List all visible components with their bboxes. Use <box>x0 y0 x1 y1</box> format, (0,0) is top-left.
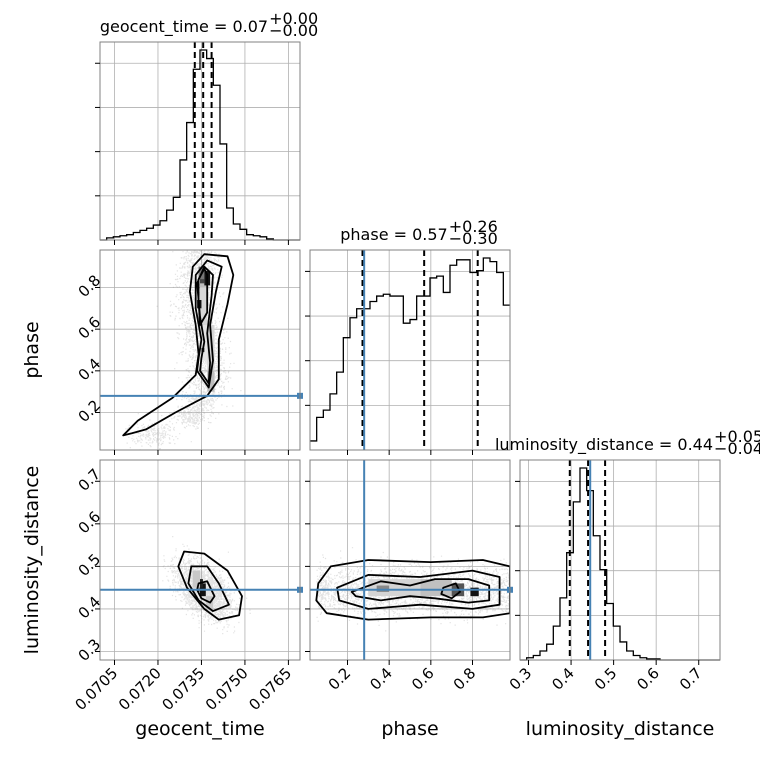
hist-luminosity-distance-xtick-label-2: 0.5 <box>591 664 621 694</box>
panel-geocent-time-vs-phase-contour-3 <box>197 267 209 326</box>
hist-geocent-time-step <box>100 49 300 241</box>
panel-phase-vs-luminosity-distance-xtick-label-0: 0.2 <box>325 664 355 694</box>
hist-phase-panel-background <box>310 250 510 450</box>
panel-phase-vs-luminosity-distance-contour-2 <box>350 578 491 604</box>
hist-luminosity-distance-panel: 0.3 0.4 0.5 0.6 0.7 luminosity_distance = 0.4… <box>495 427 760 694</box>
panel-phase-vs-luminosity-distance: 0.2 0.4 0.6 0.8 <box>305 459 513 694</box>
yaxis-label-phase: phase <box>21 321 43 378</box>
panel-phase-vs-luminosity-distance-density-cell-4 <box>376 585 390 592</box>
hist-luminosity-distance-xtick-label-1: 0.4 <box>548 664 578 694</box>
hist-geocent-time-panel: geocent_time = 0.07 +0.00−0.00 <box>95 9 318 245</box>
panel-phase-vs-luminosity-distance-contour-1 <box>336 569 501 610</box>
hist-phase-title-minus: −0.30 <box>449 229 498 248</box>
hist-luminosity-distance-title: luminosity_distance = 0.44 <box>495 435 713 455</box>
hist-luminosity-distance-xtick-label-0: 0.3 <box>506 664 536 694</box>
panel-geocent-time-vs-luminosity-distance-samples <box>162 536 251 635</box>
panel-phase-vs-luminosity-distance-contour-0 <box>315 559 510 621</box>
panel-geocent-time-vs-luminosity-distance-xtick-label-1: 0.0720 <box>115 664 165 714</box>
hist-phase-title: phase = 0.57 <box>340 225 447 244</box>
hist-luminosity-distance-frame <box>519 459 721 661</box>
panel-phase-vs-luminosity-distance-density-cell-3 <box>470 587 479 597</box>
panel-geocent-time-vs-phase-frame <box>99 249 301 451</box>
panel-geocent-time-vs-luminosity-distance-xtick-label-4: 0.0765 <box>245 664 295 714</box>
panel-phase-vs-luminosity-distance-xtick-label-2: 0.6 <box>408 664 438 694</box>
hist-phase-title-plus: +0.26 <box>449 217 498 236</box>
xaxis-label-phase: phase <box>381 718 438 740</box>
panel-phase-vs-luminosity-distance-density-cell-1 <box>420 579 452 597</box>
panel-geocent-time-vs-phase-density-cell-2 <box>207 325 215 371</box>
panel-geocent-time-vs-luminosity-distance-xtick-label-3: 0.0750 <box>202 664 252 714</box>
panel-geocent-time-vs-luminosity-distance-xtick-label-2: 0.0735 <box>158 664 208 714</box>
panel-geocent-time-vs-luminosity-distance-contour-0 <box>177 550 243 621</box>
hist-luminosity-distance-title-plus: +0.05 <box>714 427 760 446</box>
xaxis-label-geocent-time: geocent_time <box>135 718 264 740</box>
panel-geocent-time-vs-phase-contour-2 <box>196 265 214 385</box>
panel-geocent-time-vs-luminosity-distance-contour-1 <box>187 565 230 612</box>
hist-geocent-time-title-minus: −0.00 <box>269 21 318 40</box>
hist-phase-step <box>310 257 510 442</box>
panel-geocent-time-vs-phase: 0.20.40.60.8 <box>75 249 303 455</box>
hist-luminosity-distance-xtick-label-3: 0.6 <box>633 664 663 694</box>
panel-geocent-time-vs-luminosity-distance: 0.07050.07200.07350.07500.07650.30.40.50… <box>71 459 303 714</box>
panel-phase-vs-luminosity-distance-contour-3 <box>440 582 461 600</box>
hist-geocent-time-frame <box>99 41 301 241</box>
hist-geocent-time-panel-background <box>100 42 300 240</box>
panel-geocent-time-vs-phase-density-cell-3 <box>207 370 215 392</box>
panel-phase-vs-luminosity-distance-density-cell-0 <box>368 579 421 597</box>
panel-phase-vs-luminosity-distance-xtick-label-1: 0.4 <box>366 664 396 694</box>
panel-geocent-time-vs-phase-samples <box>125 250 242 450</box>
hist-phase-panel: phase = 0.57 +0.26−0.30 <box>305 217 511 455</box>
xaxis-label-luminosity-distance: luminosity_distance <box>526 718 715 740</box>
panel-geocent-time-vs-luminosity-distance-background <box>100 460 300 660</box>
hist-phase-frame <box>309 249 511 451</box>
hist-luminosity-distance-xtick-label-4: 0.7 <box>676 664 706 694</box>
panel-geocent-time-vs-phase-contour-1 <box>194 259 223 389</box>
hist-luminosity-distance-title-minus: −0.04 <box>714 439 760 458</box>
panel-geocent-time-vs-luminosity-distance-frame <box>99 459 301 661</box>
panel-geocent-time-vs-luminosity-distance-density-cell-3 <box>192 570 200 588</box>
hist-geocent-time-title-plus: +0.00 <box>269 9 318 28</box>
panel-phase-vs-luminosity-distance-xtick-label-3: 0.8 <box>450 664 480 694</box>
panel-geocent-time-vs-phase-density-cell-1 <box>200 287 208 325</box>
hist-geocent-time-title: geocent_time = 0.07 <box>100 17 268 37</box>
panel-geocent-time-vs-luminosity-distance-xtick-label-0: 0.0705 <box>71 664 121 714</box>
yaxis-label-luminosity-distance: luminosity_distance <box>21 466 43 655</box>
panel-phase-vs-luminosity-distance-frame <box>309 459 511 661</box>
